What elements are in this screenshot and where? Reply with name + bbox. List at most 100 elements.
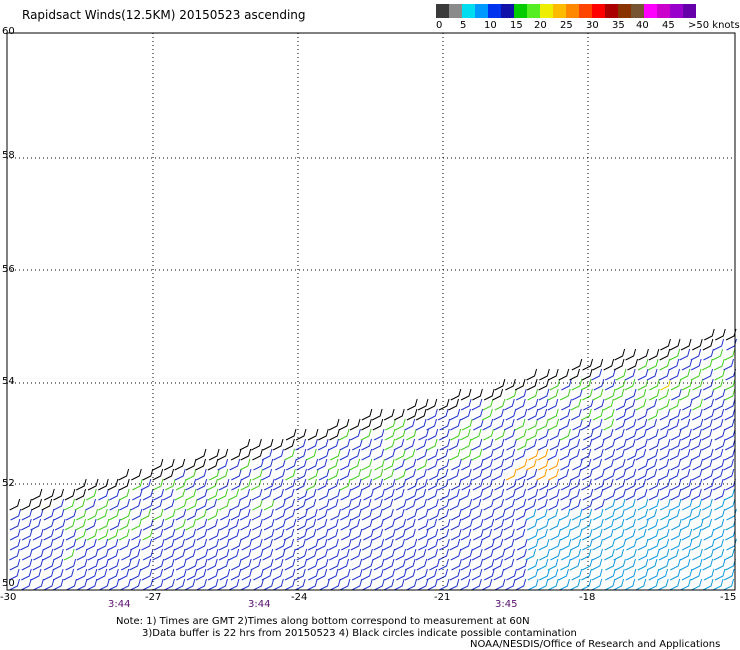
wind-barb: [85, 518, 97, 531]
wind-barb: [416, 438, 427, 451]
wind-barb: [537, 398, 549, 411]
wind-barb: [196, 488, 208, 501]
wind-barb: [712, 448, 724, 461]
wind-barb: [580, 418, 592, 431]
wind-barb: [295, 478, 307, 491]
wind-barb: [637, 508, 649, 521]
wind-barb: [86, 578, 98, 591]
wind-barb: [64, 488, 76, 501]
wind-barb: [305, 528, 317, 541]
wind-barb: [670, 498, 682, 511]
wind-barb: [690, 348, 702, 361]
scale-label: 35: [612, 20, 625, 31]
wind-barb: [460, 568, 472, 581]
wind-barb: [395, 518, 407, 531]
wind-barb: [571, 528, 583, 541]
wind-barb: [142, 548, 154, 561]
wind-barb: [473, 418, 484, 431]
wind-barb: [591, 368, 603, 381]
wind-barb: [9, 518, 21, 531]
wind-barb: [592, 548, 603, 561]
wind-barb: [239, 508, 251, 521]
wind-barb: [515, 488, 526, 501]
wind-barb: [527, 418, 539, 431]
scale-swatch: [657, 4, 670, 18]
wind-barb: [647, 448, 659, 461]
wind-barb: [484, 568, 495, 581]
wind-barb: [637, 498, 649, 511]
wind-barb: [305, 488, 317, 501]
wind-barb: [163, 468, 175, 481]
wind-barb: [538, 418, 549, 431]
wind-barb: [250, 558, 262, 571]
wind-barb: [516, 458, 528, 471]
wind-barb: [129, 548, 141, 561]
wind-barb: [560, 548, 572, 561]
wind-barb: [119, 498, 130, 511]
wind-barb: [261, 568, 273, 581]
wind-barb: [569, 448, 581, 461]
wind-barb: [426, 398, 438, 411]
scale-swatch: [436, 4, 449, 18]
wind-barb: [405, 548, 417, 561]
wind-barb: [185, 458, 197, 471]
wind-barb: [416, 558, 428, 571]
wind-barb: [482, 418, 494, 431]
wind-barb: [582, 388, 593, 401]
wind-barb: [350, 428, 361, 441]
wind-barb: [53, 508, 65, 521]
wind-barb: [668, 358, 680, 371]
wind-barb: [548, 468, 559, 481]
wind-barb: [503, 418, 515, 431]
wind-barb: [75, 538, 87, 551]
wind-barb: [175, 468, 186, 481]
wind-barb: [724, 418, 735, 431]
wind-barb: [263, 518, 275, 531]
wind-barb: [251, 528, 263, 541]
wind-barb: [53, 528, 64, 541]
wind-barb: [429, 468, 440, 481]
wind-barb: [503, 458, 515, 471]
wind-barb: [558, 368, 570, 381]
wind-barb: [87, 478, 99, 491]
wind-barb: [65, 558, 77, 571]
wind-barb: [31, 538, 43, 551]
wind-barb: [537, 558, 549, 571]
wind-barb: [714, 398, 725, 411]
scale-swatch: [683, 4, 696, 18]
lat-label-52: 52: [2, 478, 15, 489]
wind-barb: [472, 518, 484, 531]
map-title: Rapidsact Winds(12.5KM) 20150523 ascendi…: [22, 8, 306, 22]
wind-barb: [724, 498, 736, 511]
wind-barb: [638, 518, 649, 531]
wind-barb: [680, 518, 691, 531]
wind-barb: [570, 498, 581, 511]
wind-barb: [328, 518, 339, 531]
wind-barb: [504, 448, 516, 461]
wind-barb: [703, 548, 714, 561]
wind-barb: [76, 578, 88, 591]
wind-barb: [547, 568, 559, 581]
wind-barb: [472, 458, 484, 471]
wind-barb: [461, 478, 473, 491]
scale-swatch: [475, 4, 488, 18]
wind-barb: [625, 418, 637, 431]
wind-barb: [140, 508, 152, 521]
wind-barb: [669, 508, 680, 521]
wind-barb: [605, 488, 616, 501]
wind-barb: [438, 478, 449, 491]
wind-barb: [505, 488, 516, 501]
wind-barb: [724, 428, 736, 441]
wind-barb: [637, 438, 648, 451]
wind-barb: [217, 468, 229, 481]
wind-barb: [614, 418, 626, 431]
wind-barb: [526, 468, 538, 481]
wind-barb: [43, 578, 55, 591]
wind-barb: [538, 518, 550, 531]
wind-barb: [206, 498, 218, 511]
wind-barb: [669, 338, 681, 351]
wind-barb: [594, 438, 605, 451]
lon-label-18: -18: [579, 592, 596, 603]
wind-barb: [680, 478, 692, 491]
wind-barb: [659, 408, 671, 421]
